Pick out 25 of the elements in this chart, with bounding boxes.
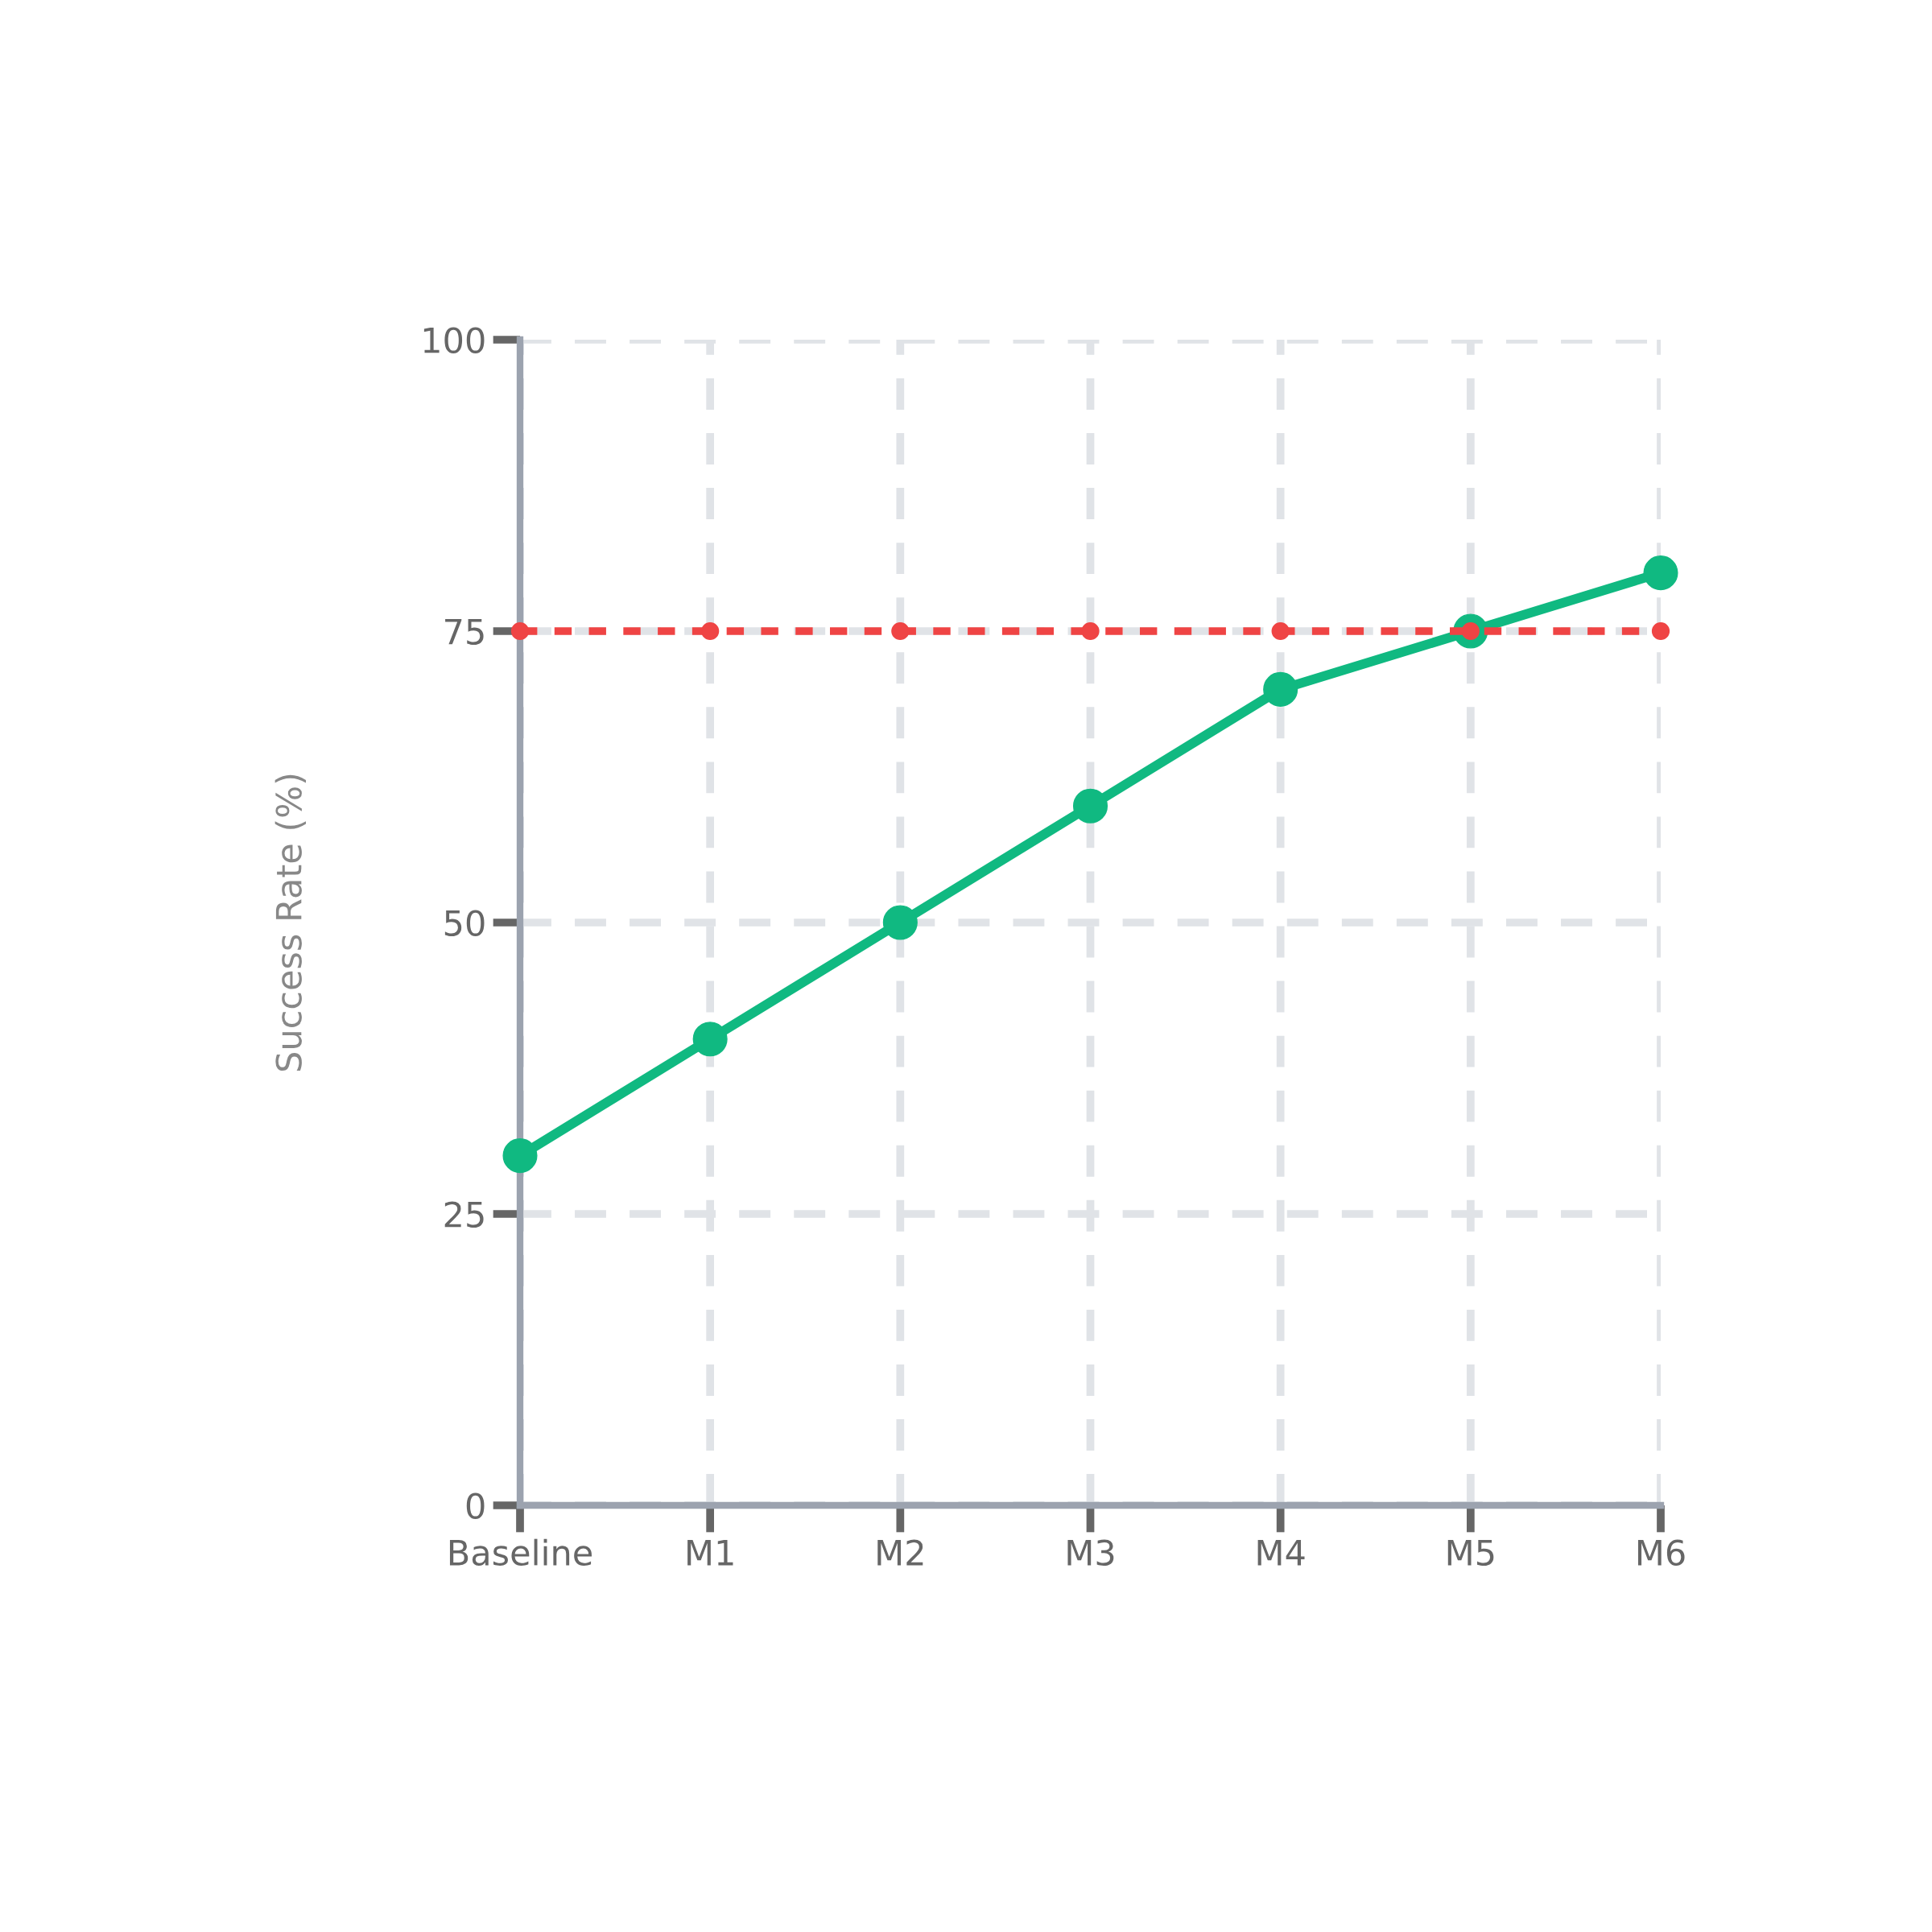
x-tick-label: M3 [1067, 1539, 1114, 1566]
point [1072, 788, 1108, 824]
point [891, 621, 910, 641]
x-tick-label: M6 [1637, 1539, 1685, 1566]
point [502, 1138, 538, 1174]
point [1271, 621, 1290, 641]
y-tick-label: 75 [445, 618, 484, 645]
x-tick-label: M2 [877, 1539, 923, 1566]
y-axis-title: Success Rate (%) [275, 774, 306, 1071]
y-tick-label: 25 [444, 1201, 484, 1228]
point [1263, 671, 1298, 707]
x-tick-label: Baseline [449, 1538, 592, 1566]
x-tick-label: M4 [1257, 1539, 1305, 1566]
point [1651, 621, 1670, 641]
point [510, 621, 530, 641]
y-tick-label: 50 [444, 910, 485, 936]
point [692, 1022, 728, 1057]
y-tick-label: 0 [466, 1492, 485, 1519]
x-tick-label: M1 [687, 1539, 733, 1566]
x-tick-label: M5 [1447, 1539, 1494, 1566]
point [1643, 555, 1678, 591]
point [882, 905, 918, 940]
y-tick-label: 100 [423, 327, 485, 353]
point [701, 621, 720, 641]
point [1081, 621, 1100, 641]
